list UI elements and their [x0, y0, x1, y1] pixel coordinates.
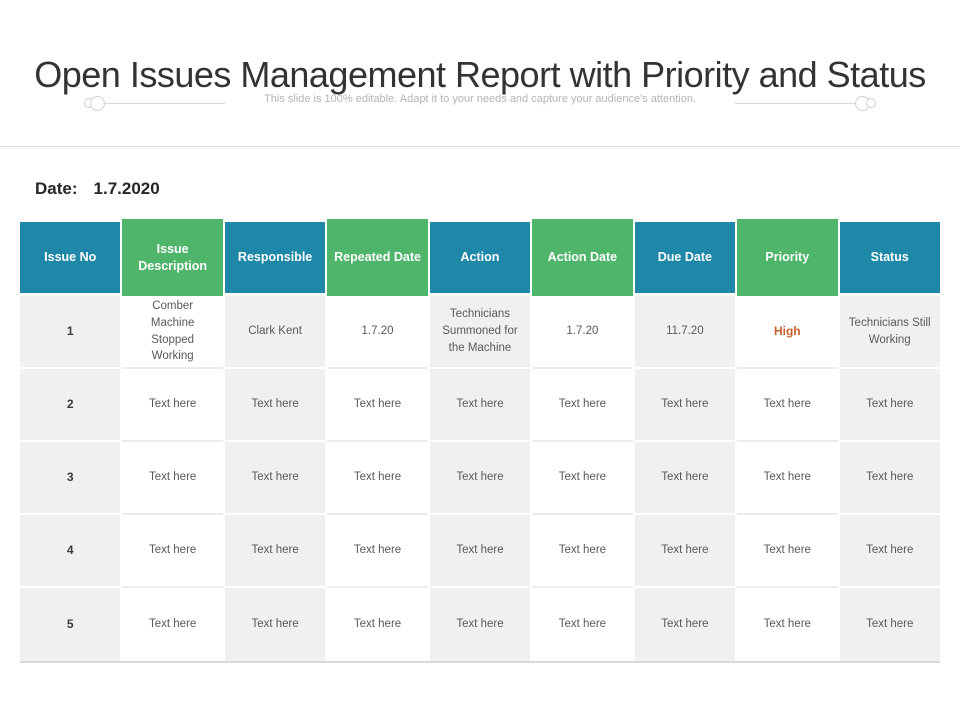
column-header-action-date: Action Date: [532, 219, 633, 296]
table-cell: 1.7.20: [327, 296, 428, 369]
table-cell: Text here: [532, 515, 633, 588]
table-cell: Text here: [634, 515, 736, 588]
table-cell: Text here: [737, 588, 838, 661]
circle-ornament-icon: [866, 98, 876, 108]
date-value: 1.7.2020: [93, 179, 160, 198]
table-cell: Text here: [122, 588, 223, 661]
table-cell: Text here: [634, 588, 736, 661]
column-header-due-date: Due Date: [634, 222, 736, 293]
table-cell: Text here: [634, 442, 736, 515]
ornament-line: [735, 102, 857, 104]
table-cell: Text here: [327, 442, 428, 515]
table-cell: Text here: [429, 369, 531, 442]
table-cell: 5: [20, 588, 121, 661]
table-cell: Text here: [634, 369, 736, 442]
title-ornament-right: [735, 95, 876, 111]
table-row: 2 Text here Text here Text here Text here Tex…: [20, 369, 940, 442]
date-label: Date:: [35, 179, 78, 198]
table-cell: Text here: [532, 369, 633, 442]
table-cell: Text here: [429, 588, 531, 661]
table-cell: 3: [20, 442, 121, 515]
table-cell: 4: [20, 515, 121, 588]
table-cell: Text here: [737, 515, 838, 588]
column-header-repeated-date: Repeated Date: [327, 219, 428, 296]
table-cell: Text here: [429, 515, 531, 588]
column-header-issue-description: Issue Description: [122, 219, 223, 296]
table-row: 1 Comber Machine Stopped Working Clark Ken…: [20, 296, 940, 369]
date-row: Date: 1.7.2020: [35, 179, 160, 199]
table-cell: Text here: [224, 369, 326, 442]
title-ornament-left: [84, 95, 225, 111]
table-row: 4 Text here Text here Text here Text here Tex…: [20, 515, 940, 588]
table-cell: Text here: [429, 442, 531, 515]
table-cell: Text here: [737, 442, 838, 515]
table-cell: Text here: [327, 588, 428, 661]
table-cell: Text here: [839, 588, 940, 661]
table-cell: Text here: [122, 442, 223, 515]
header-divider: [0, 146, 960, 149]
table-cell: Text here: [737, 369, 838, 442]
table-cell: High: [737, 296, 838, 369]
table-cell: Text here: [839, 369, 940, 442]
table-cell: 1.7.20: [532, 296, 633, 369]
table-cell: Text here: [327, 515, 428, 588]
table-cell: Text here: [532, 588, 633, 661]
table-cell: Technicians Still Working: [839, 296, 940, 369]
issues-table: Issue No Issue Description Responsible Repe…: [20, 219, 940, 663]
table-cell: Comber Machine Stopped Working: [122, 296, 223, 369]
column-header-issue-no: Issue No: [20, 222, 121, 293]
table-body: 1 Comber Machine Stopped Working Clark Ken…: [20, 296, 940, 661]
table-cell: 1: [20, 296, 121, 369]
table-cell: Text here: [839, 442, 940, 515]
table-row: 5 Text here Text here Text here Text here Tex…: [20, 588, 940, 661]
table-cell: Text here: [224, 442, 326, 515]
column-header-status: Status: [839, 222, 940, 293]
table-cell: 11.7.20: [634, 296, 736, 369]
ornament-line: [103, 102, 225, 104]
table-cell: Text here: [224, 515, 326, 588]
table-cell: Technicians Summoned for the Machine: [429, 296, 531, 369]
page-title: Open Issues Management Report with Prior…: [34, 54, 926, 95]
table-cell: Text here: [327, 369, 428, 442]
table-cell: Text here: [224, 588, 326, 661]
slide-subtitle: This slide is 100% editable. Adapt it to…: [264, 93, 696, 105]
table-cell: Text here: [122, 515, 223, 588]
column-header-action: Action: [429, 222, 531, 293]
column-header-responsible: Responsible: [224, 222, 326, 293]
table-cell: 2: [20, 369, 121, 442]
table-header-row: Issue No Issue Description Responsible Repe…: [20, 219, 940, 296]
column-header-priority: Priority: [737, 219, 838, 296]
table-row: 3 Text here Text here Text here Text here Tex…: [20, 442, 940, 515]
table-cell: Text here: [122, 369, 223, 442]
table-cell: Text here: [532, 442, 633, 515]
table-cell: Text here: [839, 515, 940, 588]
table-cell: Clark Kent: [224, 296, 326, 369]
